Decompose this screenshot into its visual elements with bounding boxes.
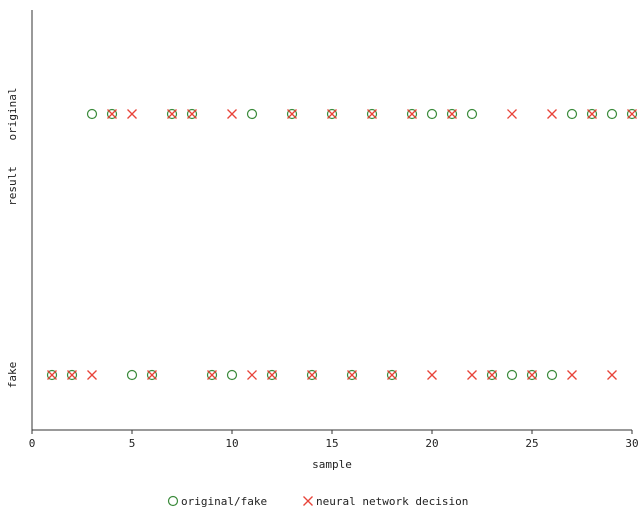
data-points: [46, 108, 638, 381]
point-original-fake: [386, 369, 398, 381]
point-neural-network-decision: [567, 370, 577, 380]
point-original-fake: [486, 369, 498, 381]
point-neural-network-decision: [487, 370, 497, 380]
point-neural-network-decision: [247, 370, 257, 380]
point-original-fake: [326, 108, 338, 120]
point-original-fake: [286, 108, 298, 120]
point-neural-network-decision: [507, 109, 517, 119]
point-original-fake: [146, 369, 158, 381]
point-neural-network-decision: [307, 370, 317, 380]
point-original-fake: [366, 108, 378, 120]
point-neural-network-decision: [187, 109, 197, 119]
point-original-fake: [626, 108, 638, 120]
point-original-fake: [426, 108, 438, 120]
point-original-fake: [86, 108, 98, 120]
legend-label-original-fake: original/fake: [181, 495, 267, 508]
point-original-fake: [266, 369, 278, 381]
point-neural-network-decision: [547, 109, 557, 119]
point-original-fake: [106, 108, 118, 120]
point-neural-network-decision: [47, 370, 57, 380]
legend: original/fake neural network decision: [167, 495, 468, 508]
point-neural-network-decision: [427, 370, 437, 380]
point-neural-network-decision: [267, 370, 277, 380]
point-neural-network-decision: [107, 109, 117, 119]
legend-label-neural-network-decision: neural network decision: [316, 495, 468, 508]
y-tick-label-fake: fake: [6, 362, 19, 389]
point-original-fake: [66, 369, 78, 381]
point-original-fake: [446, 108, 458, 120]
point-neural-network-decision: [587, 109, 597, 119]
point-original-fake: [506, 369, 518, 381]
x-tick-label: 20: [425, 437, 438, 450]
point-neural-network-decision: [347, 370, 357, 380]
point-original-fake: [226, 369, 238, 381]
point-original-fake: [246, 108, 258, 120]
point-neural-network-decision: [147, 370, 157, 380]
x-tick-label: 10: [225, 437, 238, 450]
point-neural-network-decision: [407, 109, 417, 119]
point-neural-network-decision: [127, 109, 137, 119]
y-ticks: fake original: [6, 88, 19, 389]
point-neural-network-decision: [287, 109, 297, 119]
point-neural-network-decision: [387, 370, 397, 380]
x-tick-label: 30: [625, 437, 638, 450]
point-neural-network-decision: [447, 109, 457, 119]
point-original-fake: [526, 369, 538, 381]
point-original-fake: [566, 108, 578, 120]
legend-circle-marker: [167, 495, 179, 507]
point-original-fake: [586, 108, 598, 120]
point-neural-network-decision: [167, 109, 177, 119]
point-original-fake: [126, 369, 138, 381]
legend-x-marker: [303, 496, 313, 506]
x-ticks: 0 5 10 15 20 25 30: [29, 430, 639, 450]
y-axis-title: result: [6, 166, 19, 206]
point-original-fake: [546, 369, 558, 381]
point-original-fake: [406, 108, 418, 120]
point-original-fake: [306, 369, 318, 381]
point-original-fake: [186, 108, 198, 120]
point-neural-network-decision: [327, 109, 337, 119]
x-tick-label: 15: [325, 437, 338, 450]
x-tick-label: 25: [525, 437, 538, 450]
point-original-fake: [606, 108, 618, 120]
point-neural-network-decision: [467, 370, 477, 380]
point-neural-network-decision: [227, 109, 237, 119]
x-axis-title: sample: [312, 458, 352, 471]
point-original-fake: [206, 369, 218, 381]
point-original-fake: [46, 369, 58, 381]
point-neural-network-decision: [87, 370, 97, 380]
point-neural-network-decision: [607, 370, 617, 380]
point-neural-network-decision: [627, 109, 637, 119]
x-tick-label: 0: [29, 437, 36, 450]
x-tick-label: 5: [129, 437, 136, 450]
point-neural-network-decision: [367, 109, 377, 119]
point-neural-network-decision: [67, 370, 77, 380]
point-original-fake: [346, 369, 358, 381]
axes: [31, 10, 632, 431]
point-neural-network-decision: [527, 370, 537, 380]
point-original-fake: [466, 108, 478, 120]
point-original-fake: [166, 108, 178, 120]
y-tick-label-original: original: [6, 88, 19, 141]
point-neural-network-decision: [207, 370, 217, 380]
